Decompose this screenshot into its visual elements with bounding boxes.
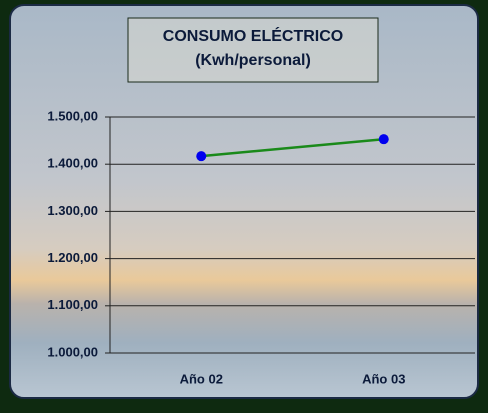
y-tick-label: 1.000,00 (47, 344, 98, 359)
point (378, 134, 389, 145)
y-tick-label: 1.300,00 (47, 203, 98, 218)
chart-subtitle: (Kwh/personal) (195, 52, 311, 69)
y-tick-label: 1.400,00 (47, 156, 98, 171)
chart-title: CONSUMO ELÉCTRICO (163, 26, 343, 45)
point (196, 151, 207, 162)
y-tick-label: 1.100,00 (47, 297, 98, 312)
title-box (127, 17, 379, 83)
y-tick-label: 1.500,00 (47, 108, 98, 123)
series-line (201, 137, 384, 158)
chart-area (9, 4, 479, 399)
x-tick-label: Año 03 (362, 371, 405, 386)
x-tick-label: Año 02 (180, 371, 223, 386)
y-tick-label: 1.200,00 (47, 250, 98, 265)
